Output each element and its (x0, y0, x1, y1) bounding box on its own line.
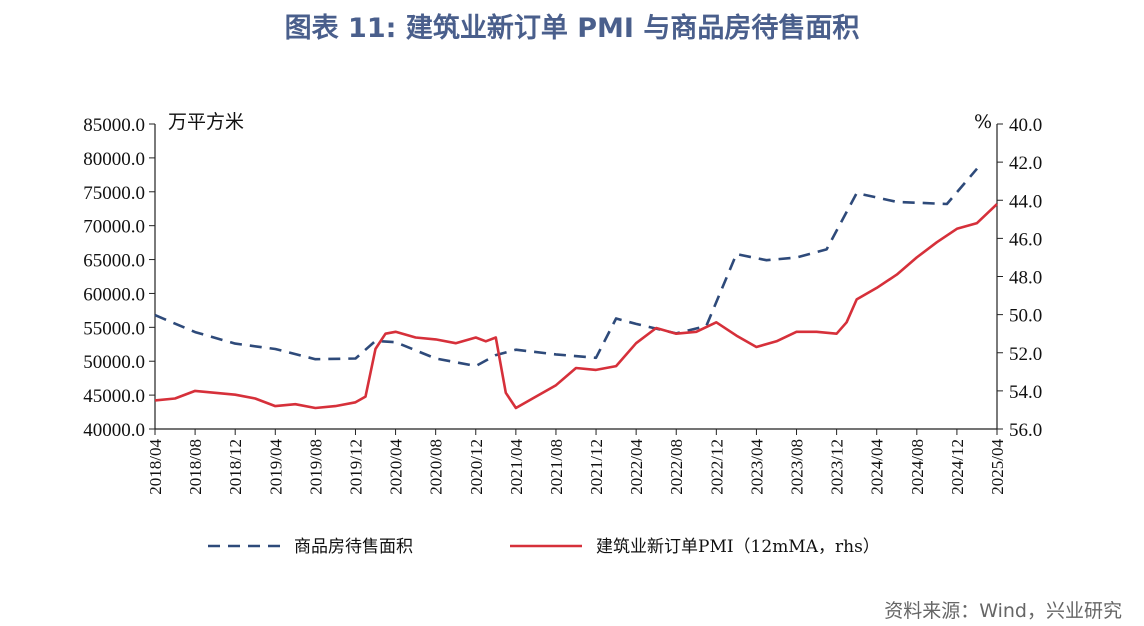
left-tick-label: 85000.0 (83, 115, 145, 136)
right-tick-label: 52.0 (1009, 344, 1042, 365)
left-axis-unit: 万平方米 (168, 111, 244, 133)
series-layer (154, 167, 998, 410)
x-tick-label: 2021/04 (507, 439, 526, 495)
x-tick-label: 2018/08 (186, 439, 205, 495)
right-tick-label: 50.0 (1009, 306, 1042, 327)
right-tick-label: 46.0 (1009, 229, 1042, 250)
right-tick-label: 56.0 (1009, 420, 1042, 441)
legend-label-1: 商品房待售面积 (294, 537, 413, 557)
right-tick-label: 48.0 (1009, 268, 1042, 289)
left-tick-label: 55000.0 (83, 318, 145, 339)
left-tick-label: 50000.0 (83, 352, 145, 373)
x-tick-label: 2020/08 (427, 439, 446, 495)
x-tick-label: 2024/08 (908, 439, 927, 495)
x-tick-label: 2022/08 (667, 439, 686, 495)
left-tick-label: 70000.0 (83, 217, 145, 238)
legend-layer: 商品房待售面积 建筑业新订单PMI（12mMA，rhs） (208, 537, 880, 557)
x-tick-label: 2023/12 (828, 439, 847, 495)
left-tick-label: 45000.0 (83, 386, 145, 407)
x-tick-label: 2018/12 (226, 439, 245, 495)
x-tick-label: 2019/12 (346, 439, 365, 495)
x-tick-label: 2024/12 (948, 439, 967, 495)
x-tick-label: 2019/04 (266, 439, 285, 495)
x-tick-label: 2018/04 (146, 439, 165, 495)
series-line-1 (154, 167, 978, 368)
chart-source: 资料来源：Wind，兴业研究 (884, 600, 1122, 622)
axes-layer: 85000.0 80000.0 75000.0 70000.0 65000.0 60000… (83, 111, 1042, 495)
x-tick-label: 2022/12 (707, 439, 726, 495)
right-axis-unit: % (974, 111, 992, 133)
series-line-2 (154, 203, 998, 410)
x-tick-label: 2020/12 (467, 439, 486, 495)
left-tick-label: 65000.0 (83, 251, 145, 272)
left-tick-label: 40000.0 (83, 420, 145, 441)
right-tick-label: 40.0 (1009, 115, 1042, 136)
legend-label-2: 建筑业新订单PMI（12mMA，rhs） (596, 537, 880, 557)
x-tick-label: 2021/08 (547, 439, 566, 495)
right-tick-label: 54.0 (1009, 382, 1042, 403)
right-tick-label: 44.0 (1009, 191, 1042, 212)
x-tick-label: 2023/04 (747, 439, 766, 495)
x-tick-label: 2021/12 (587, 439, 606, 495)
x-tick-label: 2025/04 (988, 439, 1007, 495)
x-tick-label: 2023/08 (788, 439, 807, 495)
left-tick-label: 80000.0 (83, 149, 145, 170)
left-tick-label: 75000.0 (83, 183, 145, 204)
x-tick-label: 2019/08 (306, 439, 325, 495)
left-tick-label: 60000.0 (83, 284, 145, 305)
x-tick-label: 2022/04 (627, 439, 646, 495)
x-tick-label: 2020/04 (387, 439, 406, 495)
x-tick-label: 2024/04 (868, 439, 887, 495)
right-tick-label: 42.0 (1009, 153, 1042, 174)
chart-title: 图表 11: 建筑业新订单 PMI 与商品房待售面积 (284, 13, 860, 44)
